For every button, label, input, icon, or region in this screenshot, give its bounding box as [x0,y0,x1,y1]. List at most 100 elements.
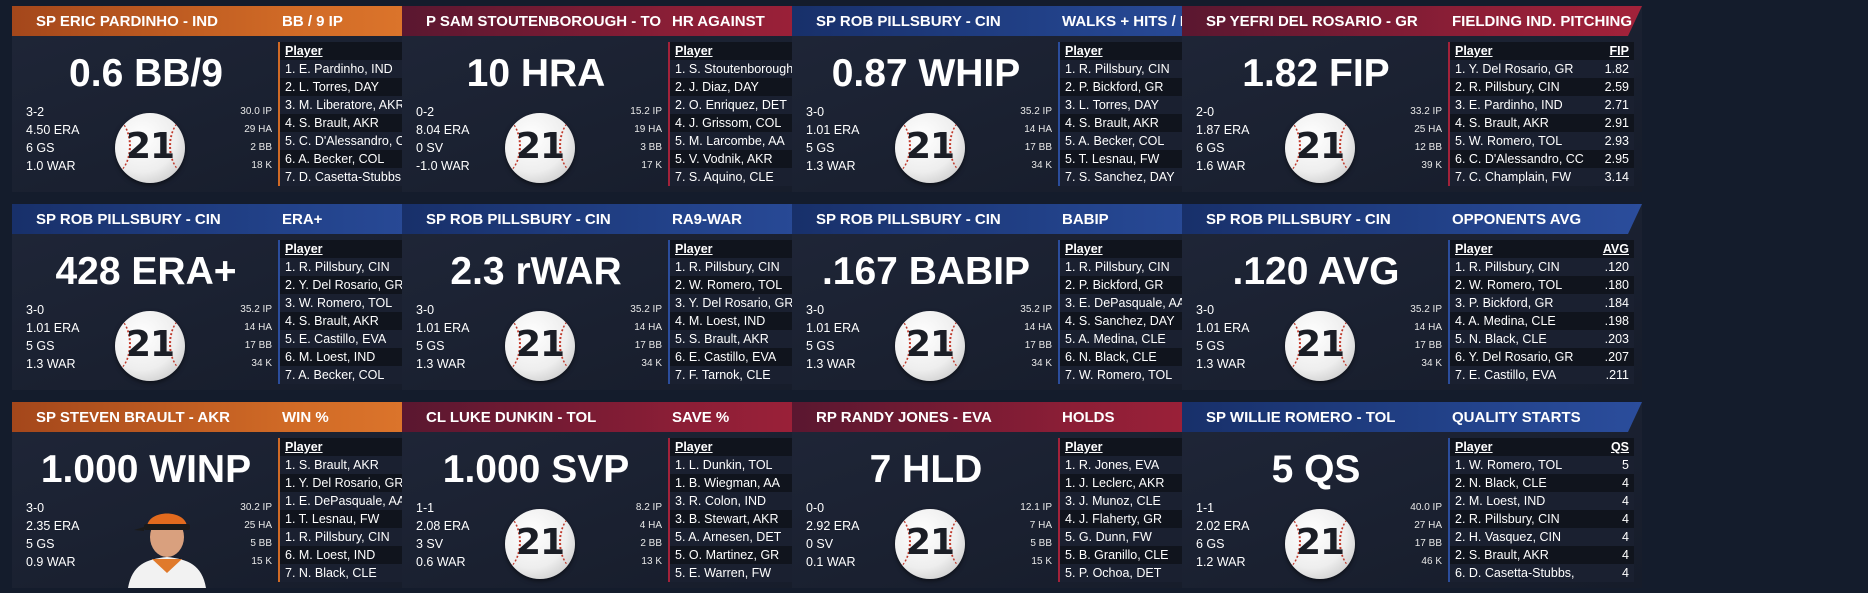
player-name: 2. R. Pillsbury, CIN [1455,512,1560,526]
table-row[interactable]: 5. W. Romero, TOL 2.93 [1450,132,1634,150]
summary-line: 3-0 [416,303,435,317]
table-row[interactable]: 2. N. Black, CLE 4 [1450,474,1634,492]
leader-stat-value: 10 HRA [466,52,606,95]
player-name: 3. E. DePasquale, AA [1065,296,1186,310]
table-row[interactable]: 3. P. Bickford, GR .184 [1450,294,1634,312]
player-name: 3. L. Torres, DAY [1065,98,1160,112]
stat-value: 2.95 [1604,152,1629,166]
summary-line: 33.2 IP [1410,106,1442,117]
column-header-stat: FIP [1609,44,1629,58]
summary-line: 40.0 IP [1410,502,1442,513]
stat-leader-card[interactable]: SP STEVEN BRAULT - AKR WIN % 1.000 WINP 3-0… [12,402,472,588]
leader-summary-left: 2-0 1.87 ERA 6 GS 1.6 WAR [1196,103,1276,175]
player-name: 1. R. Pillsbury, CIN [285,530,390,544]
summary-line: 17 BB [634,340,662,351]
leader-summary-left: 0-0 2.92 ERA 0 SV 0.1 WAR [806,499,886,571]
player-name: 1. E. Pardinho, IND [285,62,393,76]
stat-leader-card[interactable]: SP YEFRI DEL ROSARIO - GR FIELDING IND. P… [1182,6,1642,192]
player-name: 6. D. Casetta-Stubbs, [1455,566,1575,580]
stat-value: 4 [1622,476,1629,490]
stat-value: 2.91 [1604,116,1629,130]
leader-summary-right: 30.0 IP 29 HA 2 BB 18 K [190,103,272,175]
table-row[interactable]: 2. W. Romero, TOL .180 [1450,276,1634,294]
stat-leader-card[interactable]: SP ROB PILLSBURY - CIN BABIP .167 BABIP 3-0… [792,204,1252,390]
stat-leader-card[interactable]: SP ROB PILLSBURY - CIN OPPONENTS AVG .120 … [1182,204,1642,390]
table-row[interactable]: 2. H. Vasquez, CIN 4 [1450,528,1634,546]
leader-summary-right: 35.2 IP 14 HA 17 BB 34 K [970,103,1052,175]
table-divider [1058,240,1060,384]
table-divider [1448,438,1450,582]
summary-line: 35.2 IP [630,304,662,315]
summary-line: 1.3 WAR [416,357,466,371]
table-row[interactable]: 2. R. Pillsbury, CIN 4 [1450,510,1634,528]
summary-line: 34 K [641,358,662,369]
player-name: 1. R. Pillsbury, CIN [675,260,780,274]
summary-line: 3-0 [806,303,825,317]
leader-summary-right: 35.2 IP 14 HA 17 BB 34 K [1360,301,1442,373]
card-header: SP ERIC PARDINHO - IND BB / 9 IP [12,6,472,36]
player-name: 5. E. Warren, FW [675,566,772,580]
summary-line: 12 BB [1414,142,1442,153]
player-name: 2. L. Torres, DAY [285,80,380,94]
summary-line: 0.1 WAR [806,555,856,569]
summary-line: 5 GS [26,339,55,353]
card-header: RP RANDY JONES - EVA HOLDS [792,402,1252,432]
stat-leader-card[interactable]: CL LUKE DUNKIN - TOL SAVE % 1.000 SVP 1-1 2.… [402,402,862,588]
player-name: 1. Y. Del Rosario, GR [1455,62,1574,76]
summary-line: 1.01 ERA [806,321,860,335]
stat-leader-card[interactable]: SP WILLIE ROMERO - TOL QUALITY STARTS 5 QS… [1182,402,1642,588]
player-name: 7. W. Romero, TOL [1065,368,1173,382]
summary-line: 14 HA [1024,124,1052,135]
table-row[interactable]: 4. A. Medina, CLE .198 [1450,312,1634,330]
leader-stat-value: .120 AVG [1232,250,1400,293]
card-header: SP ROB PILLSBURY - CIN WALKS + HITS / IP [792,6,1252,36]
summary-line: 34 K [251,358,272,369]
table-row[interactable]: 6. D. Casetta-Stubbs, 4 [1450,564,1634,582]
table-row[interactable]: 6. C. D'Alessandro, CC 2.95 [1450,150,1634,168]
uniform-number: 21 [1295,522,1345,563]
summary-line: 5 GS [1196,339,1225,353]
summary-line: 8.04 ERA [416,123,470,137]
summary-line: 1.3 WAR [26,357,76,371]
leader-summary-left: 0-2 8.04 ERA 0 SV -1.0 WAR [416,103,496,175]
summary-line: 2.02 ERA [1196,519,1250,533]
leader-summary-left: 3-0 2.35 ERA 5 GS 0.9 WAR [26,499,106,571]
card-header: SP WILLIE ROMERO - TOL QUALITY STARTS [1182,402,1642,432]
card-header-stat: ERA+ [282,211,323,228]
summary-line: 1.0 WAR [26,159,76,173]
table-row[interactable]: 2. R. Pillsbury, CIN 2.59 [1450,78,1634,96]
player-name: 4. J. Flaherty, GR [1065,512,1163,526]
card-header: SP ROB PILLSBURY - CIN ERA+ [12,204,472,234]
leader-summary-right: 40.0 IP 27 HA 17 BB 46 K [1360,499,1442,571]
uniform-number-badge: 21 [505,311,575,381]
card-header-player: SP ROB PILLSBURY - CIN [816,211,1001,228]
summary-line: 1.3 WAR [806,357,856,371]
table-row[interactable]: 7. E. Castillo, EVA .211 [1450,366,1634,384]
card-header: SP YEFRI DEL ROSARIO - GR FIELDING IND. P… [1182,6,1642,36]
table-row[interactable]: 2. S. Brault, AKR 4 [1450,546,1634,564]
player-name: 7. N. Black, CLE [285,566,377,580]
table-divider [1058,42,1060,186]
player-name: 6. M. Loest, IND [285,350,376,364]
summary-line: 34 K [1031,358,1052,369]
player-name: 1. B. Wiegman, AA [675,476,780,490]
table-row[interactable]: 1. Y. Del Rosario, GR 1.82 [1450,60,1634,78]
table-row[interactable]: 1. W. Romero, TOL 5 [1450,456,1634,474]
table-row[interactable]: 4. S. Brault, AKR 2.91 [1450,114,1634,132]
player-name: 4. S. Brault, AKR [1455,116,1549,130]
player-name: 2. W. Romero, TOL [675,278,783,292]
table-row[interactable]: 5. N. Black, CLE .203 [1450,330,1634,348]
card-header-player: SP YEFRI DEL ROSARIO - GR [1206,13,1418,30]
table-row[interactable]: 7. C. Champlain, FW 3.14 [1450,168,1634,186]
card-header-stat: HOLDS [1062,409,1115,426]
summary-line: 1.2 WAR [1196,555,1246,569]
player-name: 6. N. Black, CLE [1065,350,1157,364]
leader-summary-right: 12.1 IP 7 HA 5 BB 15 K [970,499,1052,571]
summary-line: 4.50 ERA [26,123,80,137]
table-row[interactable]: 2. M. Loest, IND 4 [1450,492,1634,510]
table-row[interactable]: 1. R. Pillsbury, CIN .120 [1450,258,1634,276]
table-row[interactable]: 6. Y. Del Rosario, GR .207 [1450,348,1634,366]
table-row[interactable]: 3. E. Pardinho, IND 2.71 [1450,96,1634,114]
card-header-stat: QUALITY STARTS [1452,409,1581,426]
